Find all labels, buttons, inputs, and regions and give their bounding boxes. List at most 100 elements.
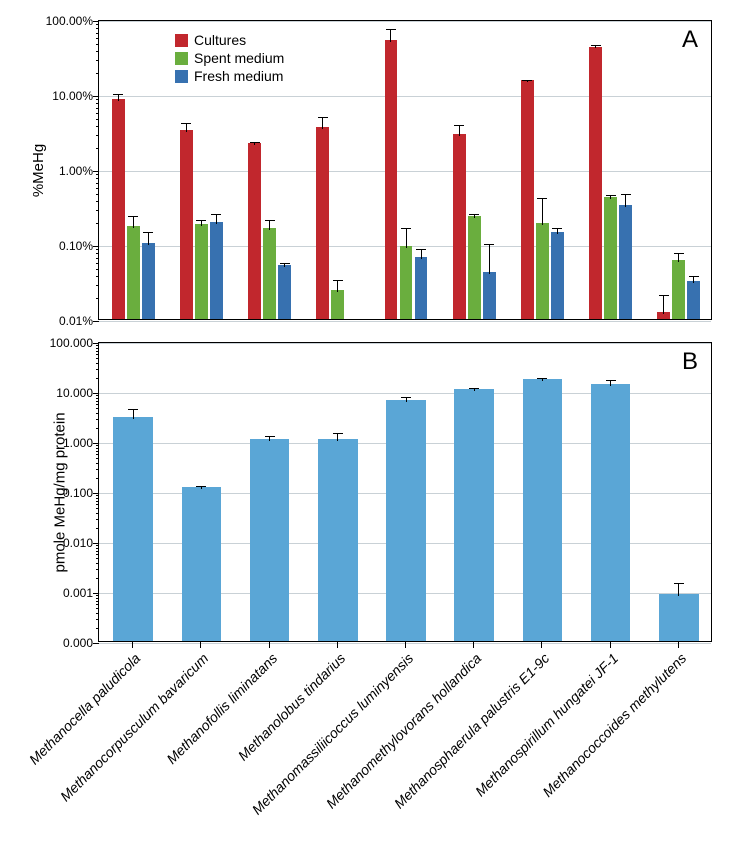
ytick-minor (96, 601, 99, 602)
error-bar (489, 244, 490, 274)
ytick-minor (96, 608, 99, 609)
ytick-minor (96, 448, 99, 449)
ytick-minor (96, 60, 99, 61)
ytick-minor (96, 24, 99, 25)
bar (415, 257, 428, 319)
ytick-minor (96, 598, 99, 599)
error-cap (484, 244, 494, 245)
y-axis-label: %MeHg (30, 144, 47, 197)
ytick-minor (96, 73, 99, 74)
legend-label: Spent medium (194, 50, 284, 66)
xtick (132, 642, 133, 648)
error-cap (469, 388, 479, 389)
ytick-minor (96, 469, 99, 470)
bar (483, 272, 496, 319)
ytick-minor (96, 51, 99, 52)
gridline (99, 96, 711, 97)
ytick-minor (96, 554, 99, 555)
error-bar (337, 433, 338, 440)
ytick-minor (96, 508, 99, 509)
ytick (93, 393, 99, 394)
ytick (93, 593, 99, 594)
bar (672, 260, 685, 319)
ytick (93, 171, 99, 172)
ytick-label: 0.001 (27, 586, 93, 600)
ytick-minor (96, 519, 99, 520)
ytick-minor (96, 501, 99, 502)
error-cap (606, 380, 616, 381)
panel-letter: A (682, 26, 698, 54)
ytick-minor (96, 298, 99, 299)
bar (113, 417, 153, 641)
xtick (405, 642, 406, 648)
bar (210, 222, 223, 319)
error-cap (250, 142, 260, 143)
ytick (93, 543, 99, 544)
ytick-minor (96, 258, 99, 259)
ytick-minor (96, 548, 99, 549)
ytick-minor (96, 276, 99, 277)
bar (142, 243, 155, 319)
ytick-minor (96, 113, 99, 114)
ytick-minor (96, 103, 99, 104)
legend: CulturesSpent mediumFresh medium (175, 32, 284, 86)
ytick-minor (96, 44, 99, 45)
bar (248, 143, 261, 319)
error-cap (674, 583, 684, 584)
legend-label: Fresh medium (194, 68, 283, 84)
ytick-label: 10.00% (27, 89, 93, 103)
ytick-label: 0.10% (27, 239, 93, 253)
error-cap (211, 214, 221, 215)
ytick-minor (96, 194, 99, 195)
bar (180, 130, 193, 319)
ytick-minor (96, 33, 99, 34)
ytick-minor (96, 99, 99, 100)
ytick-minor (96, 545, 99, 546)
error-bar (186, 123, 187, 132)
ytick-minor (96, 108, 99, 109)
ytick-minor (96, 628, 99, 629)
error-cap (128, 216, 138, 217)
bar (318, 439, 358, 641)
error-cap (591, 45, 601, 46)
legend-item: Fresh medium (175, 68, 284, 84)
ytick-minor (96, 201, 99, 202)
error-cap (522, 80, 532, 81)
xtick (610, 642, 611, 648)
error-bar (406, 228, 407, 248)
ytick-minor (96, 188, 99, 189)
error-cap (128, 409, 138, 410)
ytick-minor (96, 569, 99, 570)
bar (400, 246, 413, 319)
error-cap (537, 198, 547, 199)
error-bar (459, 125, 460, 136)
bar (127, 226, 140, 319)
error-bar (269, 220, 270, 231)
ytick-minor (96, 604, 99, 605)
ytick-minor (96, 463, 99, 464)
bar (536, 223, 549, 319)
ytick-minor (96, 398, 99, 399)
bar (195, 224, 208, 319)
ytick-minor (96, 135, 99, 136)
legend-item: Spent medium (175, 50, 284, 66)
ytick-minor (96, 263, 99, 264)
error-bar (133, 409, 134, 419)
ytick-minor (96, 348, 99, 349)
ytick-minor (96, 358, 99, 359)
error-bar (148, 232, 149, 246)
y-axis-label: pmole MeHg/mg protein (52, 413, 69, 573)
bar (250, 439, 290, 641)
ytick-minor (96, 119, 99, 120)
ytick (93, 643, 99, 644)
ytick-minor (96, 126, 99, 127)
xtick (337, 642, 338, 648)
error-bar (337, 280, 338, 292)
bar (687, 281, 700, 319)
ytick-minor (96, 354, 99, 355)
ytick (93, 493, 99, 494)
error-cap (265, 436, 275, 437)
ytick-minor (96, 401, 99, 402)
ytick-label: 0.01% (27, 314, 93, 328)
panel-letter: B (682, 348, 698, 376)
